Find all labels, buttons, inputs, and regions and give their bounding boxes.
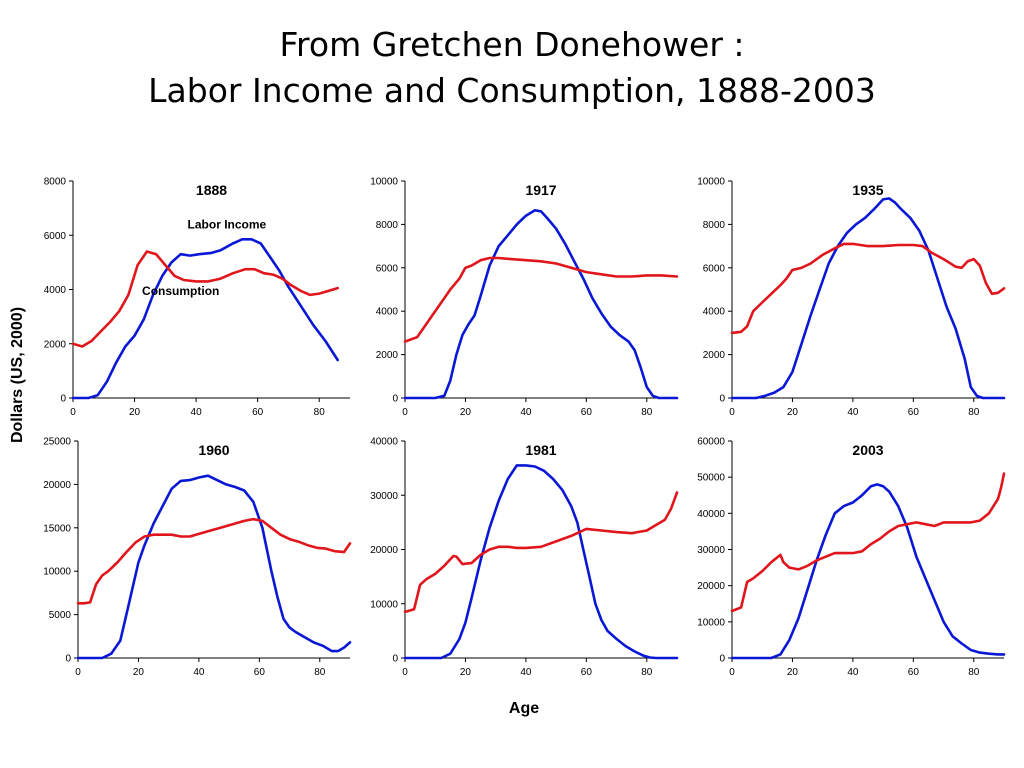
y-tick-label: 0 [60,394,66,405]
x-tick-label: 40 [847,407,859,418]
y-tick-label: 60000 [697,437,725,448]
x-tick-label: 80 [641,407,653,418]
series-line-consumption [730,472,1006,613]
x-tick-label: 20 [460,667,472,678]
slide-title: From Gretchen Donehower : Labor Income a… [0,22,1024,114]
annotation-label: Consumption [142,284,219,298]
series-line-labor-income [403,464,679,660]
x-tick-label: 40 [520,667,532,678]
y-tick-label: 0 [392,654,398,665]
x-tick-label: 40 [520,407,532,418]
title-line-1: From Gretchen Donehower : [279,25,745,64]
y-tick-label: 0 [719,654,725,665]
panel-title: 1981 [525,442,556,458]
x-tick-label: 60 [908,407,920,418]
x-tick-label: 20 [133,667,145,678]
x-tick-label: 80 [968,407,980,418]
y-tick-label: 6000 [44,231,67,242]
x-tick-label: 20 [460,407,472,418]
series-line-consumption [403,256,679,343]
y-tick-label: 4000 [376,307,399,318]
y-tick-label: 6000 [376,263,399,274]
y-tick-label: 50000 [697,473,725,484]
y-tick-label: 0 [392,394,398,405]
series-line-labor-income [730,483,1006,660]
y-tick-label: 15000 [43,523,71,534]
y-tick-label: 0 [719,394,725,405]
x-tick-label: 0 [729,667,735,678]
x-tick-label: 80 [314,667,326,678]
chart-panel-1981: 0 10000 20000 30000 40000 0 20 40 60 80 1981 [370,437,679,678]
y-tick-label: 8000 [44,177,67,188]
x-tick-label: 80 [968,667,980,678]
series-line-consumption [403,491,679,614]
x-tick-label: 0 [402,407,408,418]
chart-panel-1888: 0 2000 4000 6000 8000 0 20 40 60 80 1888 Labor Inco… [44,177,350,418]
panel-title: 1960 [198,442,229,458]
panel-title: 1888 [196,182,227,198]
y-tick-label: 2000 [44,339,67,350]
x-tick-label: 40 [847,667,859,678]
series-line-labor-income [403,209,679,400]
y-tick-label: 8000 [703,220,726,231]
x-tick-label: 60 [581,667,593,678]
x-tick-label: 40 [193,667,205,678]
x-axis-label: Age [508,700,540,717]
x-tick-label: 60 [908,667,920,678]
annotation-label: Labor Income [188,217,267,231]
y-tick-label: 4000 [44,285,67,296]
x-tick-label: 60 [252,407,264,418]
chart-panel-2003: 0 10000 20000 30000 40000 50000 60000 0 20 40 60 80… [697,437,1006,678]
x-tick-label: 80 [314,407,326,418]
x-tick-label: 0 [402,667,408,678]
x-tick-label: 20 [787,667,799,678]
y-tick-label: 20000 [43,480,71,491]
x-tick-label: 60 [581,407,593,418]
x-tick-label: 0 [729,407,735,418]
x-tick-label: 80 [641,667,653,678]
y-tick-label: 10000 [697,617,725,628]
series-line-consumption [76,517,352,605]
y-tick-label: 10000 [43,567,71,578]
x-tick-label: 60 [254,667,266,678]
panel-title: 1935 [852,182,883,198]
y-tick-label: 10000 [370,599,398,610]
series-line-consumption [71,250,340,348]
panel-title: 1917 [525,182,556,198]
y-tick-label: 10000 [370,177,398,188]
x-tick-label: 20 [787,407,799,418]
y-tick-label: 25000 [43,437,71,448]
x-tick-label: 20 [129,407,141,418]
y-tick-label: 20000 [697,581,725,592]
y-tick-label: 30000 [370,491,398,502]
y-tick-label: 2000 [703,350,726,361]
y-tick-label: 6000 [703,263,726,274]
y-axis-label: Dollars (US, 2000) [9,306,26,444]
y-tick-label: 10000 [697,177,725,188]
chart-panel-1935: 0 2000 4000 6000 8000 10000 0 20 40 60 80 1935 [697,177,1006,418]
y-tick-label: 30000 [697,545,725,556]
series-line-labor-income [76,474,352,660]
series-line-labor-income [730,197,1006,400]
y-tick-label: 40000 [697,509,725,520]
y-tick-label: 20000 [370,545,398,556]
panel-title: 2003 [852,442,883,458]
y-tick-label: 5000 [49,610,72,621]
y-tick-label: 0 [65,654,71,665]
x-tick-label: 0 [75,667,81,678]
y-tick-label: 2000 [376,350,399,361]
y-tick-label: 8000 [376,220,399,231]
y-tick-label: 4000 [703,307,726,318]
chart-panel-1917: 0 2000 4000 6000 8000 10000 0 20 40 60 80 1917 [370,177,679,418]
y-tick-label: 40000 [370,437,398,448]
series-line-consumption [730,242,1006,335]
x-tick-label: 0 [70,407,76,418]
chart-panel-1960: 0 5000 10000 15000 20000 25000 0 20 40 60 80 1960 [43,437,352,678]
title-line-2: Labor Income and Consumption, 1888-2003 [148,71,876,110]
x-tick-label: 40 [191,407,203,418]
